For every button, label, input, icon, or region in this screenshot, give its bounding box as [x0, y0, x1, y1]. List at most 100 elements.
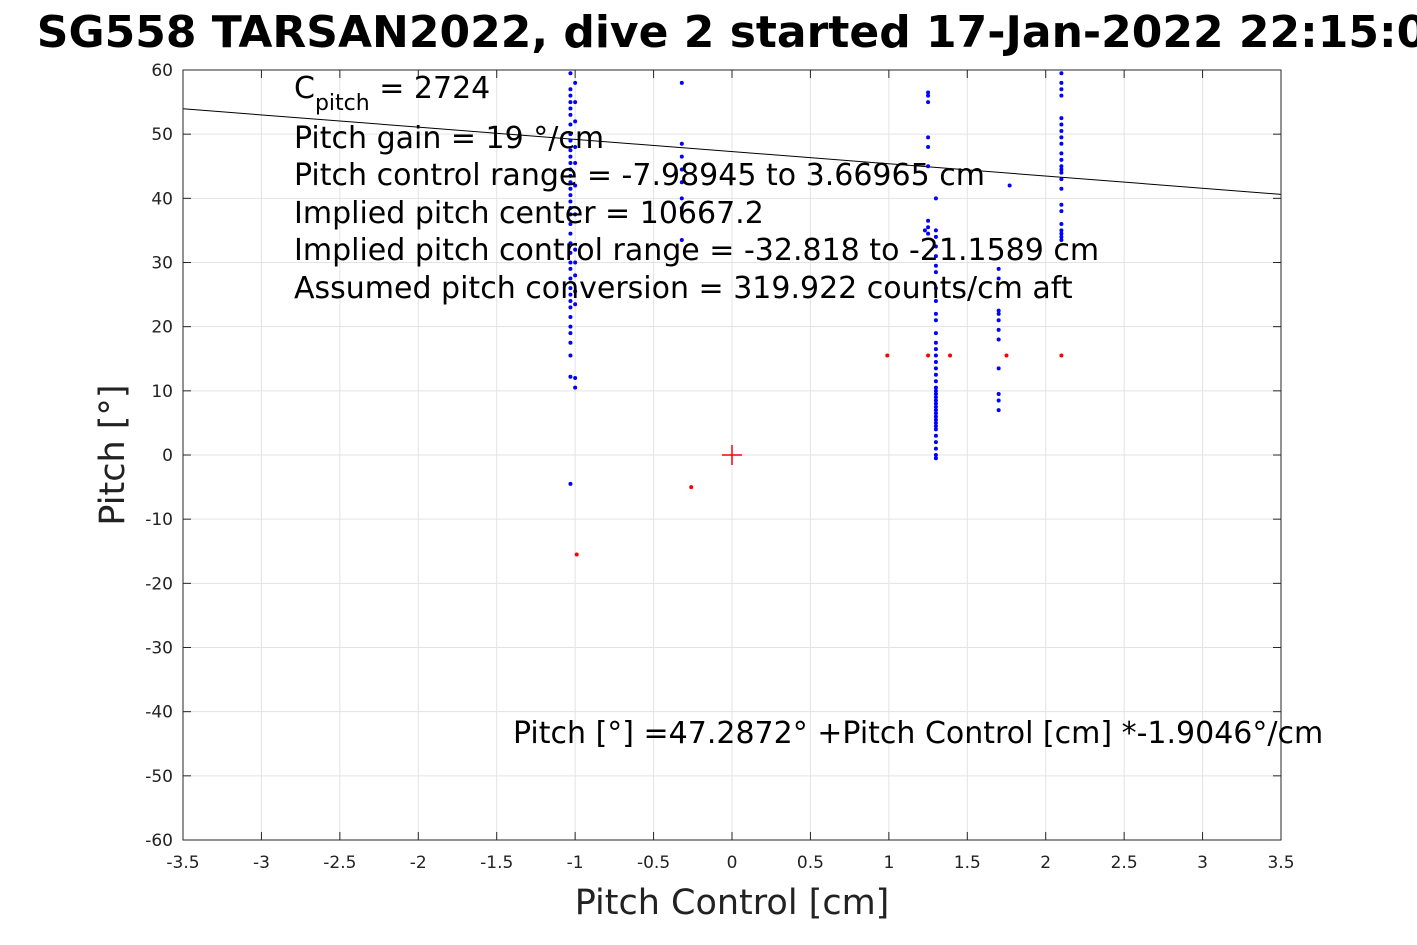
x-tick-label: -2	[410, 853, 427, 873]
y-tick-label: -40	[145, 703, 173, 723]
data-point	[573, 183, 578, 188]
data-point	[996, 392, 1001, 397]
c-pitch-value: = 2724	[370, 71, 491, 106]
data-point	[568, 138, 573, 143]
x-tick-label: -3.5	[166, 853, 199, 873]
x-tick-label: -1	[567, 853, 584, 873]
x-tick-label: 1.5	[954, 853, 981, 873]
data-point	[573, 385, 578, 390]
data-point	[679, 154, 684, 159]
data-point	[568, 93, 573, 98]
annotation-pitch-control-range: Pitch control range = -7.98945 to 3.6696…	[294, 158, 985, 193]
data-point	[996, 327, 1001, 332]
data-point	[933, 263, 938, 268]
data-point	[679, 80, 684, 85]
data-point	[926, 164, 931, 169]
data-point	[568, 132, 573, 137]
data-point	[573, 145, 578, 149]
data-point	[933, 433, 938, 438]
data-point	[933, 446, 938, 451]
data-point	[1059, 170, 1064, 175]
data-point	[573, 302, 578, 307]
data-point	[568, 112, 573, 117]
data-point	[568, 167, 573, 172]
data-point	[568, 71, 573, 76]
data-point	[926, 231, 931, 236]
data-point	[933, 353, 938, 358]
data-point	[933, 234, 938, 239]
data-point	[933, 427, 938, 432]
data-point	[1059, 71, 1064, 76]
data-point	[933, 372, 938, 377]
data-point	[933, 404, 938, 409]
data-point	[933, 366, 938, 371]
annotation-fit-equation: Pitch [°] =47.2872° +Pitch Control [cm] …	[513, 716, 1323, 751]
data-point	[573, 376, 578, 380]
y-tick-label: 0	[162, 446, 173, 466]
data-point	[926, 100, 931, 105]
x-tick-label: -2.5	[323, 853, 356, 873]
x-tick-label: -0.5	[637, 853, 670, 873]
data-point	[573, 260, 578, 265]
data-point	[933, 254, 938, 259]
data-point	[568, 87, 573, 92]
data-point	[933, 318, 938, 323]
data-point	[573, 100, 578, 105]
data-point	[1059, 122, 1064, 127]
data-point	[996, 408, 1001, 413]
annotation-assumed-pitch-conversion: Assumed pitch conversion = 319.922 count…	[294, 271, 1073, 306]
data-point	[885, 353, 890, 358]
data-point	[1059, 177, 1064, 182]
data-point	[933, 401, 938, 406]
data-point	[568, 276, 573, 281]
data-point	[568, 292, 573, 297]
data-point	[1059, 164, 1064, 169]
data-point	[679, 167, 684, 172]
data-point	[933, 196, 938, 201]
data-point	[574, 552, 579, 557]
data-point	[679, 205, 684, 210]
data-point	[933, 456, 938, 461]
data-point	[1059, 93, 1064, 98]
data-point	[568, 374, 573, 379]
data-point	[679, 141, 684, 146]
annotation-implied-pitch-control-range: Implied pitch control range = -32.818 to…	[294, 233, 1099, 268]
data-point	[568, 212, 573, 217]
data-point	[568, 305, 573, 310]
data-point	[1059, 157, 1064, 162]
data-point	[568, 250, 573, 255]
data-point	[573, 80, 578, 85]
data-point	[1059, 231, 1064, 236]
data-point	[926, 225, 931, 230]
data-point	[1059, 80, 1064, 85]
data-point	[568, 481, 573, 486]
x-tick-label: -3	[253, 853, 270, 873]
data-point	[568, 154, 573, 159]
data-point	[568, 324, 573, 329]
data-point	[926, 135, 931, 140]
data-point	[996, 276, 1001, 281]
data-point	[933, 424, 938, 429]
y-tick-label: -10	[145, 510, 173, 530]
data-point	[926, 353, 931, 358]
data-point	[1059, 202, 1064, 207]
center-marker-group	[722, 445, 742, 465]
data-point	[933, 379, 938, 384]
data-point	[933, 286, 938, 291]
data-points	[568, 71, 1064, 557]
data-point	[996, 337, 1001, 342]
data-point	[568, 186, 573, 191]
data-point	[568, 173, 573, 178]
data-point	[568, 193, 573, 198]
data-point	[933, 408, 938, 413]
data-point	[933, 453, 938, 457]
y-tick-label: 60	[151, 61, 173, 81]
data-point	[996, 398, 1001, 403]
grid-lines	[182, 69, 1282, 841]
data-point	[568, 161, 573, 166]
annotation-c-pitch: Cpitch = 2724	[294, 71, 490, 116]
data-point	[1059, 228, 1064, 233]
data-point	[568, 266, 573, 271]
data-point	[679, 238, 684, 243]
data-point	[1059, 186, 1064, 191]
